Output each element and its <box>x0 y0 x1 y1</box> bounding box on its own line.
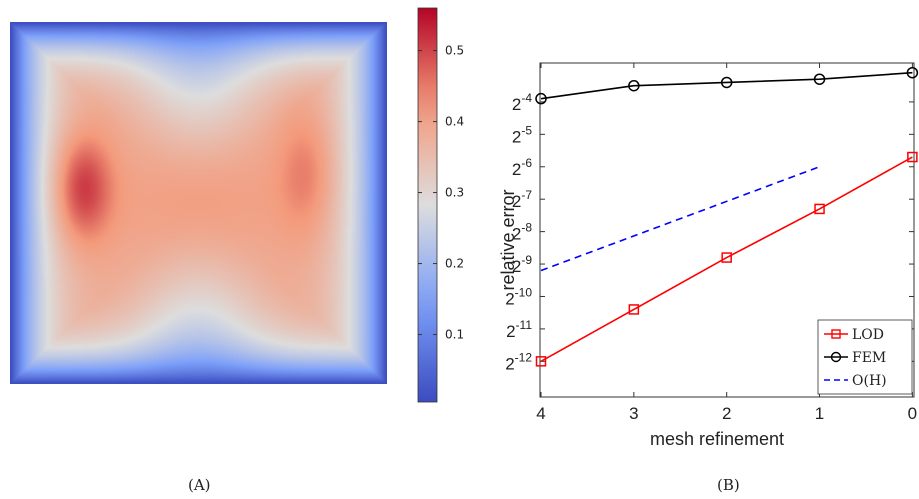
series-line-oh <box>540 166 820 272</box>
x-tick-label: 4 <box>536 404 545 423</box>
heatmap-image <box>10 22 387 384</box>
caption-b: (B) <box>717 476 740 494</box>
legend-label: O(H) <box>852 373 887 389</box>
y-tick-label: 2-6 <box>512 156 532 179</box>
legend-marker <box>831 329 841 339</box>
colorbar-tick-label: 0.1 <box>445 328 464 342</box>
colorbar-tick-label: 0.3 <box>445 186 464 200</box>
y-tick-label: 2-11 <box>506 318 532 341</box>
colorbar: 0.1 0.2 0.3 0.4 0.5 <box>417 7 464 403</box>
data-point-circle <box>813 73 826 85</box>
y-tick-label: 2-5 <box>512 123 532 146</box>
x-tick-label: 1 <box>815 404 824 423</box>
y-tick-label: 2-12 <box>505 350 532 373</box>
x-tick-label: 2 <box>722 404 731 423</box>
data-point-square <box>907 151 918 163</box>
caption-a: (A) <box>188 476 211 494</box>
legend-label: FEM <box>852 350 886 366</box>
x-axis-label: mesh refinement <box>650 429 784 449</box>
y-tick-label: 2-4 <box>512 91 532 114</box>
data-point-square <box>535 356 547 367</box>
colorbar-tick-label: 0.5 <box>445 44 464 58</box>
y-axis-label: relative error <box>498 189 518 290</box>
data-point-square <box>814 203 825 215</box>
series-line-lod <box>540 156 913 363</box>
data-point-circle <box>535 92 547 105</box>
data-point-circle <box>906 66 919 79</box>
data-point-square <box>721 252 732 263</box>
colorbar-tick-label: 0.2 <box>445 257 464 271</box>
line-chart: 4 3 2 1 02-122-112-102-92-82-72-62-52-4mesh … <box>498 62 919 449</box>
data-point-circle <box>720 76 733 89</box>
colorbar-tick-label: 0.4 <box>445 115 464 129</box>
legend-marker <box>830 351 842 363</box>
data-point-square <box>628 304 640 315</box>
colorbar-bar <box>417 7 438 403</box>
x-tick-label: 0 <box>908 404 917 423</box>
series-line-fem <box>540 71 913 100</box>
x-tick-label: 3 <box>629 404 638 423</box>
legend-label: LOD <box>852 327 884 343</box>
data-point-circle <box>628 79 640 92</box>
